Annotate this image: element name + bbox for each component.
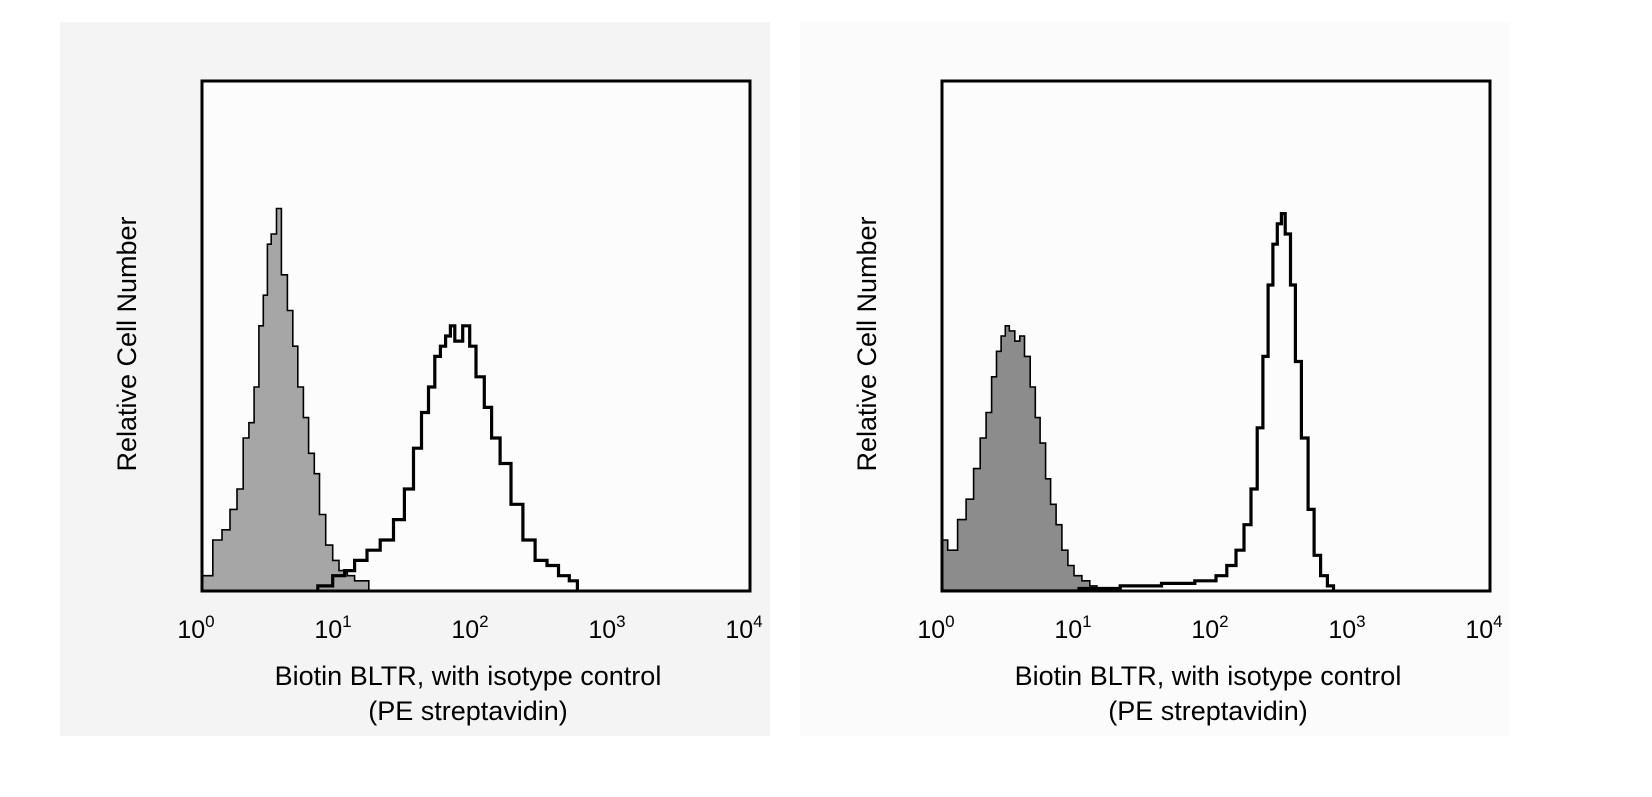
x-tick-label: 100 bbox=[177, 612, 214, 644]
x-tick-exponent: 4 bbox=[1493, 612, 1502, 631]
x-tick-base: 10 bbox=[588, 616, 616, 644]
x-tick-label: 104 bbox=[725, 612, 762, 644]
x-axis-label-line2: (PE streptavidin) bbox=[368, 696, 568, 726]
x-tick-exponent: 2 bbox=[1219, 612, 1228, 631]
x-tick-base: 10 bbox=[451, 616, 479, 644]
x-tick-label: 101 bbox=[1054, 612, 1091, 644]
x-tick-label: 102 bbox=[451, 612, 488, 644]
x-tick-exponent: 3 bbox=[616, 612, 625, 631]
x-tick-label: 103 bbox=[1328, 612, 1365, 644]
x-tick-base: 10 bbox=[1465, 616, 1493, 644]
x-tick-label: 104 bbox=[1465, 612, 1502, 644]
histogram-biotin-bltr-outline bbox=[942, 212, 1336, 591]
histogram-biotin-bltr-outline bbox=[316, 324, 579, 591]
x-tick-exponent: 3 bbox=[1356, 612, 1365, 631]
histogram-isotype-control-filled bbox=[202, 207, 370, 591]
x-axis-label: Biotin BLTR, with isotype control bbox=[275, 661, 662, 691]
x-tick-label: 101 bbox=[314, 612, 351, 644]
x-axis-label-line2: (PE streptavidin) bbox=[1108, 696, 1308, 726]
x-tick-base: 10 bbox=[177, 616, 205, 644]
plot-series-group bbox=[942, 212, 1336, 591]
histogram-isotype-control-filled bbox=[942, 325, 1098, 591]
x-tick-base: 10 bbox=[1191, 616, 1219, 644]
plot-series-group bbox=[202, 207, 579, 591]
x-tick-base: 10 bbox=[1328, 616, 1356, 644]
plot-frame bbox=[940, 79, 1492, 593]
x-tick-label: 100 bbox=[917, 612, 954, 644]
plot-frame bbox=[200, 79, 752, 593]
x-axis-label: Biotin BLTR, with isotype control bbox=[1015, 661, 1402, 691]
x-tick-exponent: 4 bbox=[753, 612, 762, 631]
x-tick-base: 10 bbox=[725, 616, 753, 644]
x-tick-label: 103 bbox=[588, 612, 625, 644]
x-tick-exponent: 0 bbox=[945, 612, 954, 631]
x-tick-base: 10 bbox=[1054, 616, 1082, 644]
y-axis-label: Relative Cell Number bbox=[112, 216, 142, 471]
x-tick-base: 10 bbox=[314, 616, 342, 644]
x-tick-exponent: 1 bbox=[342, 612, 351, 631]
x-tick-base: 10 bbox=[917, 616, 945, 644]
x-tick-exponent: 2 bbox=[479, 612, 488, 631]
y-axis-label: Relative Cell Number bbox=[852, 216, 882, 471]
x-tick-label: 102 bbox=[1191, 612, 1228, 644]
x-tick-exponent: 1 bbox=[1082, 612, 1091, 631]
x-tick-exponent: 0 bbox=[205, 612, 214, 631]
